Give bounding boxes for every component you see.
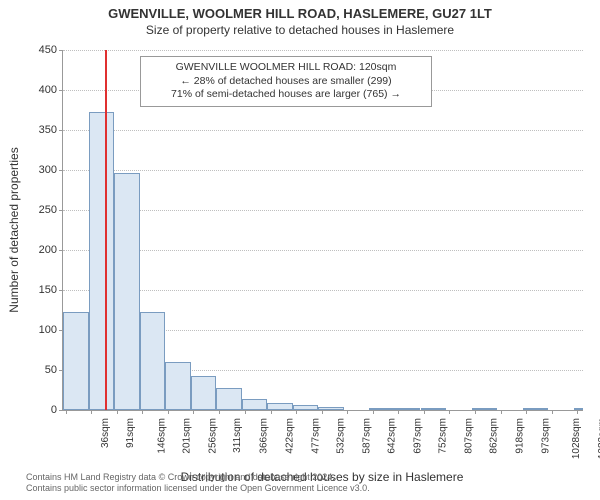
footer-line-1: Contains HM Land Registry data © Crown c… bbox=[26, 472, 370, 483]
x-tick-label: 752sqm bbox=[438, 418, 449, 454]
x-tick-label: 256sqm bbox=[208, 418, 219, 454]
histogram-bar bbox=[114, 173, 140, 410]
x-tick-label: 918sqm bbox=[515, 418, 526, 454]
y-tick-label: 400 bbox=[23, 84, 57, 96]
x-tick-mark bbox=[577, 410, 578, 414]
y-tick-mark bbox=[59, 50, 63, 51]
x-tick-mark bbox=[398, 410, 399, 414]
chart-area: 05010015020025030035040045036sqm91sqm146… bbox=[62, 50, 582, 410]
x-tick-label: 807sqm bbox=[463, 418, 474, 454]
grid-line bbox=[63, 250, 583, 251]
x-tick-label: 862sqm bbox=[489, 418, 500, 454]
x-tick-label: 366sqm bbox=[259, 418, 270, 454]
x-tick-label: 532sqm bbox=[336, 418, 347, 454]
footer-attribution: Contains HM Land Registry data © Crown c… bbox=[26, 472, 370, 494]
x-tick-mark bbox=[373, 410, 374, 414]
y-tick-label: 150 bbox=[23, 284, 57, 296]
legend-line-3: 71% of semi-detached houses are larger (… bbox=[149, 88, 423, 102]
x-tick-label: 422sqm bbox=[285, 418, 296, 454]
chart-main-title: GWENVILLE, WOOLMER HILL ROAD, HASLEMERE,… bbox=[0, 0, 600, 21]
y-tick-mark bbox=[59, 90, 63, 91]
legend-box: GWENVILLE WOOLMER HILL ROAD: 120sqm ← 28… bbox=[140, 56, 432, 107]
x-tick-mark bbox=[66, 410, 67, 414]
histogram-bar bbox=[267, 403, 293, 410]
legend-line-2: ← 28% of detached houses are smaller (29… bbox=[149, 75, 423, 89]
x-tick-label: 146sqm bbox=[156, 418, 167, 454]
x-tick-mark bbox=[91, 410, 92, 414]
histogram-bar bbox=[63, 312, 89, 410]
x-tick-mark bbox=[271, 410, 272, 414]
x-tick-mark bbox=[347, 410, 348, 414]
y-tick-label: 350 bbox=[23, 124, 57, 136]
y-tick-label: 450 bbox=[23, 44, 57, 56]
histogram-bar bbox=[242, 399, 268, 410]
x-tick-mark bbox=[245, 410, 246, 414]
grid-line bbox=[63, 50, 583, 51]
x-tick-mark bbox=[296, 410, 297, 414]
legend-line-1: GWENVILLE WOOLMER HILL ROAD: 120sqm bbox=[149, 61, 423, 75]
footer-line-2: Contains public sector information licen… bbox=[26, 483, 370, 494]
x-tick-label: 311sqm bbox=[232, 418, 243, 453]
y-tick-label: 300 bbox=[23, 164, 57, 176]
chart-sub-title: Size of property relative to detached ho… bbox=[0, 21, 600, 41]
grid-line bbox=[63, 130, 583, 131]
x-tick-mark bbox=[552, 410, 553, 414]
x-tick-label: 587sqm bbox=[361, 418, 372, 454]
histogram-bar bbox=[216, 388, 242, 410]
histogram-bar bbox=[165, 362, 191, 410]
y-tick-mark bbox=[59, 410, 63, 411]
x-tick-mark bbox=[168, 410, 169, 414]
histogram-bar bbox=[140, 312, 166, 410]
x-tick-label: 1028sqm bbox=[571, 418, 582, 459]
y-tick-mark bbox=[59, 170, 63, 171]
x-tick-mark bbox=[501, 410, 502, 414]
property-marker-line bbox=[105, 50, 107, 410]
y-tick-label: 200 bbox=[23, 244, 57, 256]
x-tick-label: 642sqm bbox=[387, 418, 398, 454]
x-tick-mark bbox=[449, 410, 450, 414]
x-tick-label: 91sqm bbox=[125, 418, 136, 448]
x-tick-mark bbox=[142, 410, 143, 414]
grid-line bbox=[63, 210, 583, 211]
x-tick-label: 201sqm bbox=[182, 418, 193, 454]
y-tick-mark bbox=[59, 210, 63, 211]
x-tick-mark bbox=[475, 410, 476, 414]
grid-line bbox=[63, 290, 583, 291]
x-tick-mark bbox=[526, 410, 527, 414]
x-tick-label: 477sqm bbox=[310, 418, 321, 454]
grid-line bbox=[63, 170, 583, 171]
x-tick-mark bbox=[193, 410, 194, 414]
x-tick-mark bbox=[424, 410, 425, 414]
x-tick-mark bbox=[117, 410, 118, 414]
x-tick-mark bbox=[322, 410, 323, 414]
x-tick-label: 697sqm bbox=[412, 418, 423, 454]
y-axis-label: Number of detached properties bbox=[7, 147, 21, 312]
x-tick-label: 36sqm bbox=[100, 418, 111, 448]
y-tick-label: 0 bbox=[23, 404, 57, 416]
histogram-bar bbox=[89, 112, 115, 410]
y-tick-mark bbox=[59, 130, 63, 131]
y-tick-mark bbox=[59, 290, 63, 291]
y-tick-label: 100 bbox=[23, 324, 57, 336]
histogram-bar bbox=[191, 376, 217, 410]
y-tick-label: 250 bbox=[23, 204, 57, 216]
x-tick-mark bbox=[219, 410, 220, 414]
y-tick-label: 50 bbox=[23, 364, 57, 376]
y-tick-mark bbox=[59, 250, 63, 251]
x-tick-label: 973sqm bbox=[540, 418, 551, 454]
